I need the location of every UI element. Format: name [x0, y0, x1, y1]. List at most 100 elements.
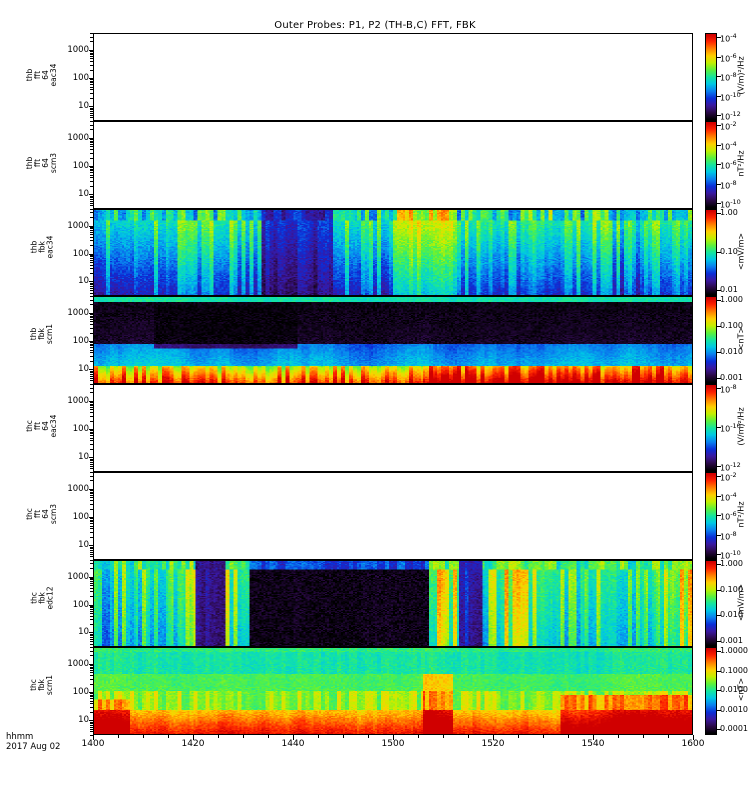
- y-minor-tick: [90, 639, 93, 640]
- colorbar-unit-7: <mV/m>: [736, 583, 746, 621]
- colorbar-tick-mark: [717, 729, 721, 730]
- y-minor-tick: [90, 392, 93, 393]
- y-minor-tick: [90, 356, 93, 357]
- y-tick-label: 100: [72, 512, 89, 523]
- y-minor-tick: [90, 58, 93, 59]
- y-minor-tick: [90, 722, 93, 723]
- colorbar-tick-mark: [717, 671, 721, 672]
- colorbar-unit-8: <nT>: [736, 677, 746, 702]
- colorbar-tick-label: 0.001: [720, 373, 743, 382]
- y-minor-tick: [90, 723, 93, 724]
- colorbar-tick-label: 10-10: [720, 198, 741, 210]
- colorbar-unit-3: <mV/m>: [736, 232, 746, 270]
- y-minor-tick: [90, 109, 93, 110]
- y-minor-tick: [90, 462, 93, 463]
- spectrogram-panel-3[interactable]: [93, 209, 693, 296]
- y-minor-tick: [90, 290, 93, 291]
- y-minor-tick: [90, 33, 93, 34]
- y-minor-tick: [90, 380, 93, 381]
- panel-label-8: thc fbk scm1: [29, 674, 54, 696]
- y-tick-label: 10: [78, 452, 89, 463]
- y-tick-mark: [89, 166, 94, 167]
- y-minor-tick: [90, 374, 93, 375]
- y-minor-tick: [90, 440, 93, 441]
- y-minor-tick: [90, 186, 93, 187]
- y-tick-label: 10: [78, 364, 89, 375]
- y-minor-tick: [90, 203, 93, 204]
- colorbar-tick-mark: [717, 476, 721, 477]
- y-minor-tick: [90, 725, 93, 726]
- y-minor-tick: [90, 609, 93, 610]
- y-minor-tick: [90, 316, 93, 317]
- y-minor-tick: [90, 65, 93, 66]
- y-minor-tick: [90, 430, 93, 431]
- x-minor-tick: [368, 735, 369, 738]
- y-minor-tick: [90, 201, 93, 202]
- x-tick-label: 1520: [481, 739, 505, 749]
- y-minor-tick: [90, 115, 93, 116]
- y-minor-tick: [90, 240, 93, 241]
- colorbar-6: [705, 472, 717, 560]
- time-stamp: hhmm 2017 Aug 02: [6, 732, 61, 752]
- x-minor-tick: [518, 735, 519, 738]
- colorbar-4: [705, 296, 717, 384]
- y-minor-tick: [90, 129, 93, 130]
- y-minor-tick: [90, 405, 93, 406]
- spectrogram-panel-6[interactable]: [93, 472, 693, 560]
- colorbar-tick-mark: [717, 57, 721, 58]
- x-minor-tick: [468, 735, 469, 738]
- colorbar-tick-label: 0.010: [720, 347, 743, 356]
- colorbar-gradient-1: [706, 34, 716, 120]
- colorbar-tick-mark: [717, 515, 721, 516]
- y-minor-tick: [90, 616, 93, 617]
- y-minor-tick: [90, 169, 93, 170]
- y-minor-tick: [90, 672, 93, 673]
- y-minor-tick: [90, 300, 93, 301]
- spectrogram-panel-5[interactable]: [93, 384, 693, 472]
- spectrogram-panel-8[interactable]: [93, 647, 693, 735]
- y-minor-tick: [90, 607, 93, 608]
- spectrogram-panel-1[interactable]: [93, 33, 693, 121]
- y-minor-tick: [90, 459, 93, 460]
- y-minor-tick: [90, 212, 93, 213]
- panel-label-7: thc fbk edc12: [29, 585, 54, 610]
- spectrogram-panel-2[interactable]: [93, 121, 693, 209]
- y-minor-tick: [90, 319, 93, 320]
- y-minor-tick: [90, 635, 93, 636]
- colorbar-unit-2: nT²/Hz: [736, 150, 746, 177]
- y-tick-mark: [89, 577, 94, 578]
- colorbar-tick-label: 10-4: [720, 490, 737, 503]
- spectrogram-image-3: [94, 210, 692, 295]
- y-minor-tick: [90, 409, 93, 410]
- y-tick-label: 100: [72, 599, 89, 610]
- x-tick-label: 1400: [81, 739, 105, 749]
- colorbar-tick-label: 0.100: [720, 584, 743, 594]
- colorbar-unit-4: <nT>: [736, 326, 746, 351]
- colorbar-5: [705, 384, 717, 472]
- y-minor-tick: [90, 624, 93, 625]
- y-minor-tick: [90, 286, 93, 287]
- spectrogram-panel-4[interactable]: [93, 296, 693, 384]
- y-minor-tick: [90, 89, 93, 90]
- colorbar-tick-mark: [717, 554, 721, 555]
- y-minor-tick: [90, 407, 93, 408]
- y-minor-tick: [90, 256, 93, 257]
- y-minor-tick: [90, 667, 93, 668]
- y-minor-tick: [90, 265, 93, 266]
- y-minor-tick: [90, 520, 93, 521]
- y-minor-tick: [90, 675, 93, 676]
- colorbar-tick-label: 10-6: [720, 159, 737, 171]
- colorbar-tick-label: 0.100: [720, 321, 743, 330]
- y-minor-tick: [90, 712, 93, 713]
- y-minor-tick: [90, 416, 93, 417]
- spectrogram-panel-7[interactable]: [93, 560, 693, 647]
- y-minor-tick: [90, 260, 93, 261]
- y-minor-tick: [90, 324, 93, 325]
- colorbar-gradient-8: [706, 648, 716, 734]
- colorbar-tick-mark: [717, 164, 721, 165]
- y-minor-tick: [90, 550, 93, 551]
- y-minor-tick: [90, 707, 93, 708]
- colorbar-tick-label: 10-8: [720, 71, 737, 83]
- y-tick-mark: [89, 341, 94, 342]
- y-minor-tick: [90, 388, 93, 389]
